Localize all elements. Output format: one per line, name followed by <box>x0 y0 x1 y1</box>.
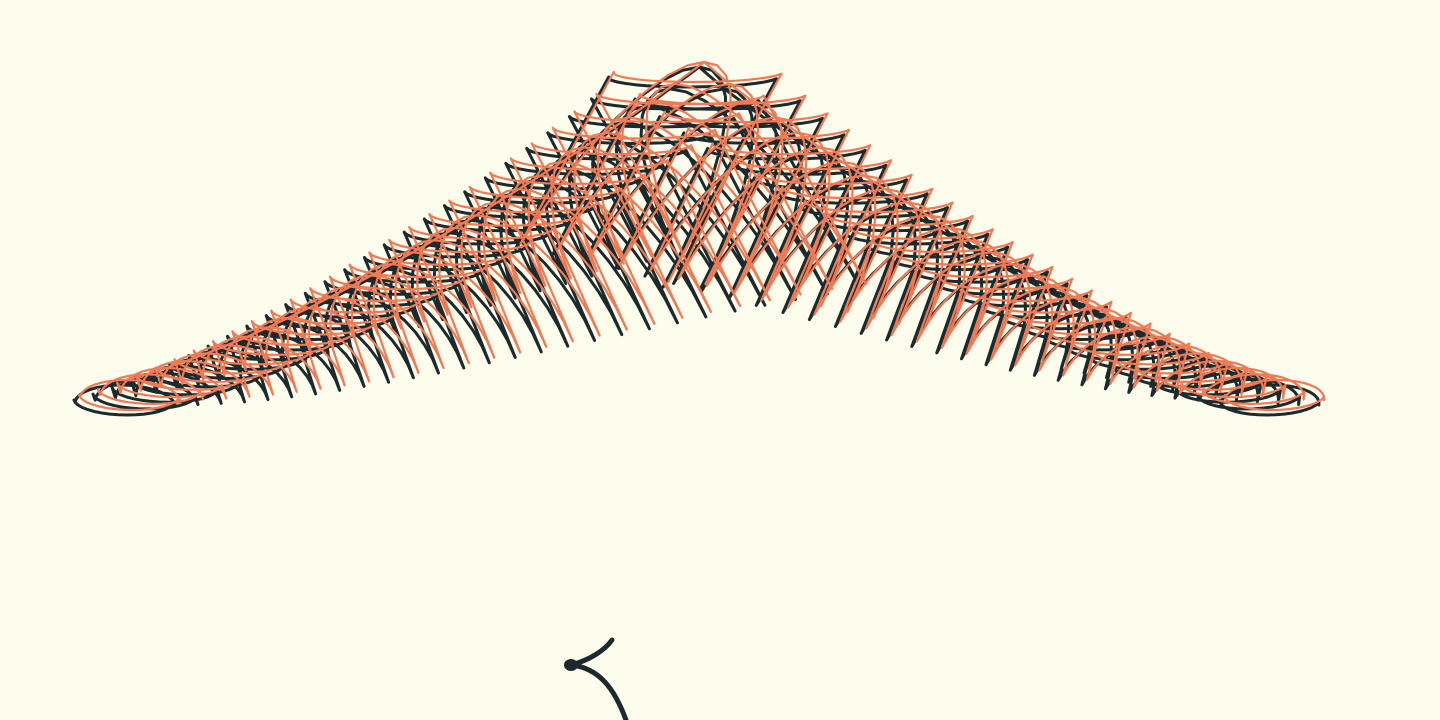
pen-start-dot <box>564 659 578 671</box>
coral-ink-curve <box>77 60 1325 412</box>
